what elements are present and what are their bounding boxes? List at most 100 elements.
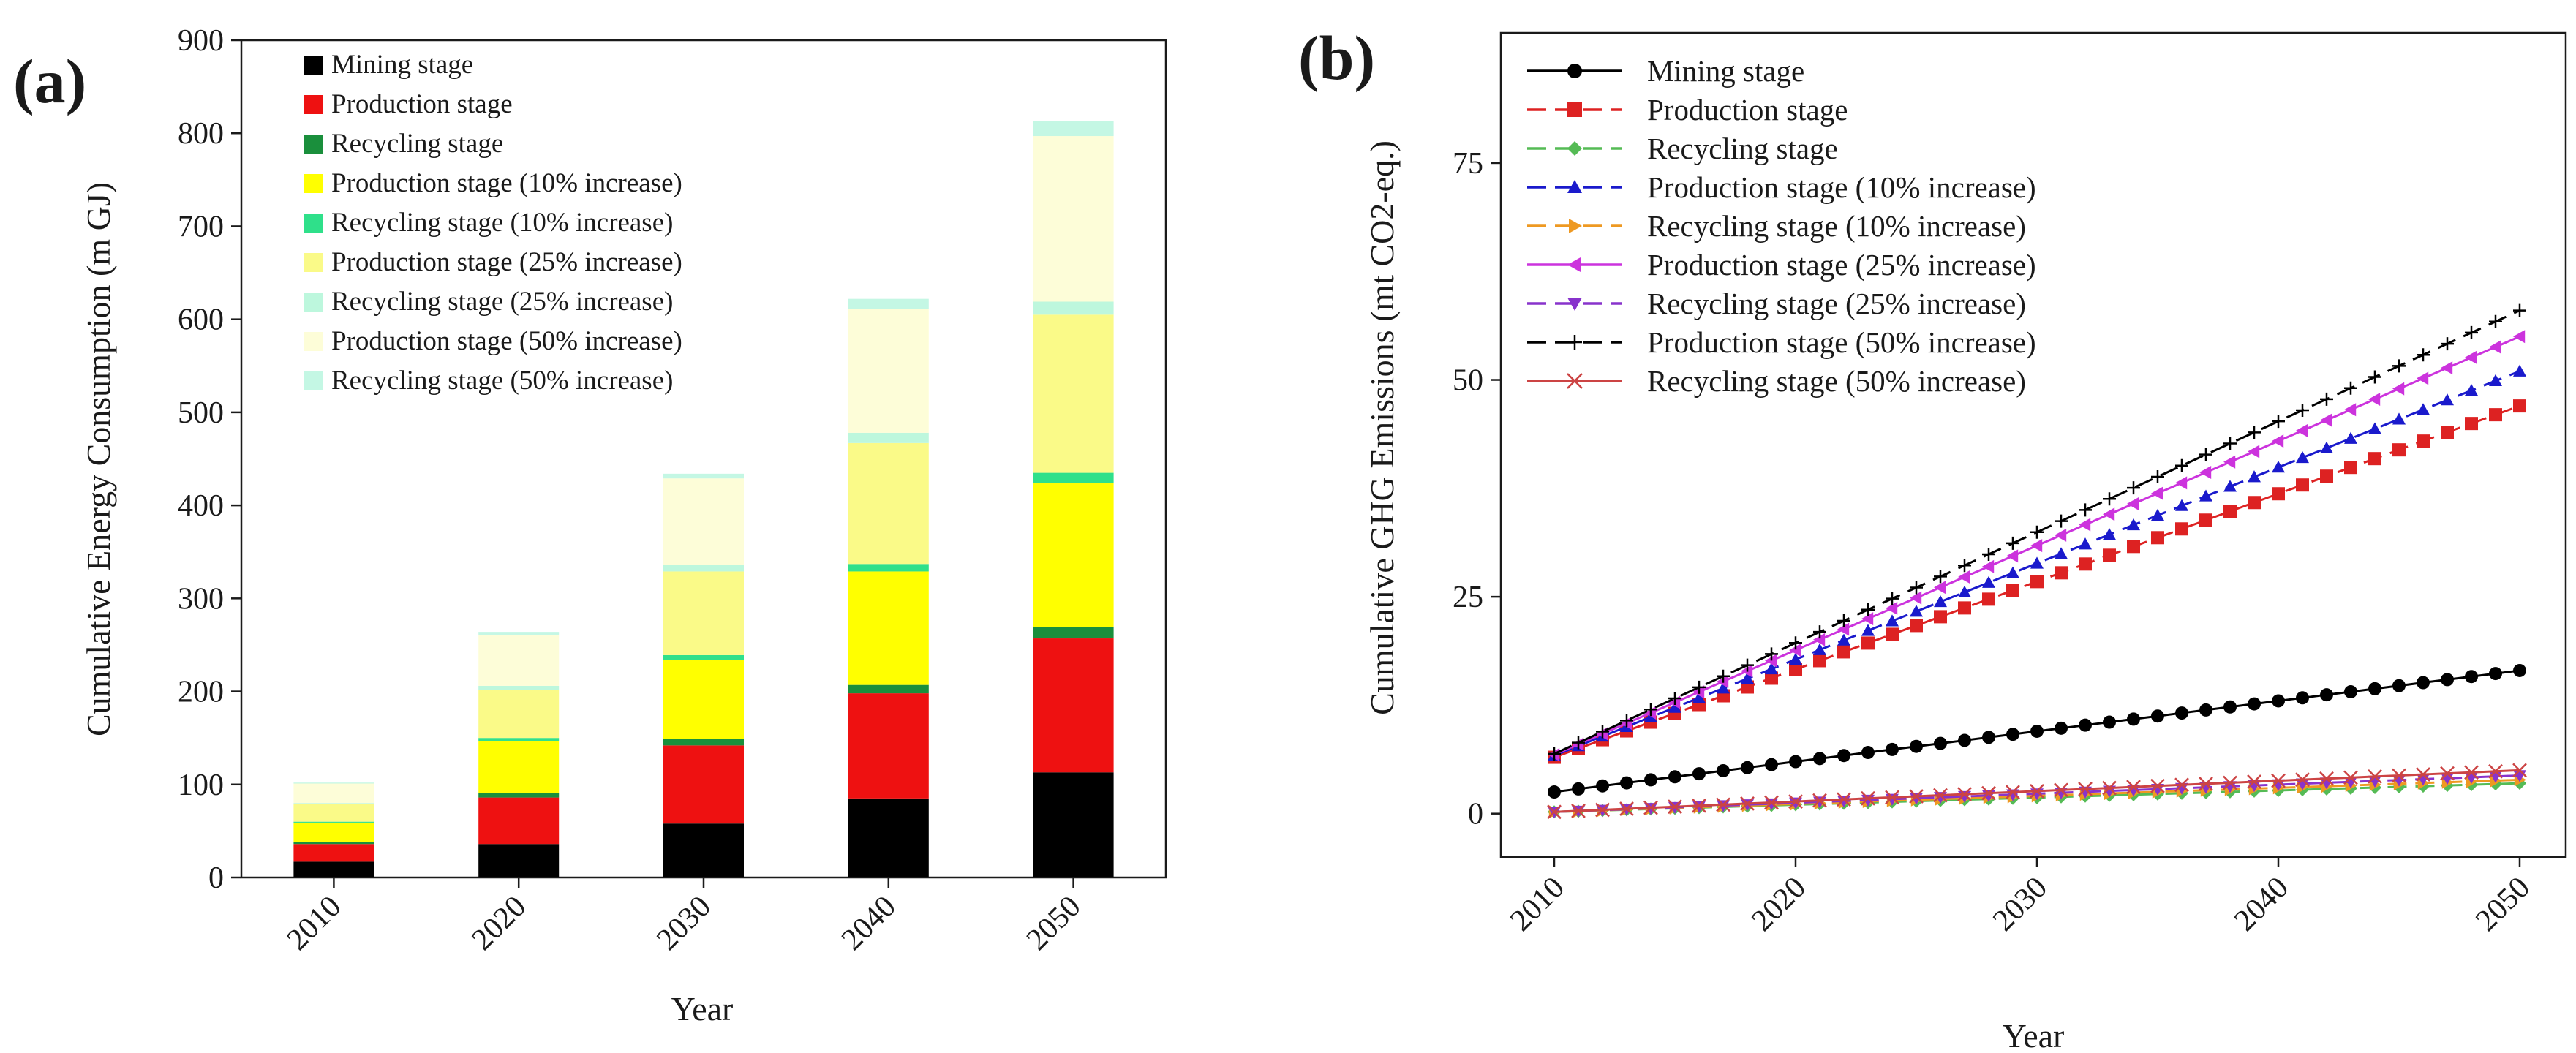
legend-swatch [304, 56, 323, 75]
legend-label: Production stage (50% increase) [331, 326, 682, 356]
point [2175, 522, 2188, 536]
panel-a-y-tick-label: 800 [178, 117, 224, 151]
bar-segment [1033, 472, 1114, 483]
legend-item: Production stage (10% increase) [1527, 170, 2036, 204]
point [1813, 643, 1826, 655]
bar-segment [293, 822, 374, 842]
series-line [1547, 763, 2527, 820]
point [2079, 557, 2092, 571]
point [2174, 777, 2189, 793]
panel-b-plot-frame [1499, 31, 2567, 858]
panel-b-label: (b) [1298, 23, 1375, 93]
bar-segment [1033, 314, 1114, 473]
point [2320, 413, 2332, 427]
point [2006, 536, 2019, 550]
point [1813, 625, 1826, 639]
point [1789, 652, 1802, 665]
point [1741, 799, 1754, 812]
legend-swatch [304, 292, 323, 312]
point [2489, 374, 2502, 387]
point [2006, 584, 2019, 597]
point [2417, 676, 2430, 690]
point [1643, 800, 1658, 815]
point [1837, 749, 1850, 763]
point [1571, 804, 1586, 818]
point [2103, 528, 2116, 540]
legend-item: Recycling stage (10% increase) [304, 208, 673, 238]
point [2030, 525, 2044, 539]
point [1567, 257, 1581, 272]
legend-label: Recycling stage (50% increase) [1647, 364, 2026, 398]
bar-segment [1033, 638, 1114, 773]
bar-segment [1033, 627, 1114, 639]
point [2055, 528, 2067, 542]
point [2272, 694, 2285, 708]
bar-segment [293, 803, 374, 804]
point [2247, 774, 2261, 789]
legend-label: Recycling stage [331, 129, 503, 159]
point [2513, 364, 2526, 377]
point [2368, 682, 2381, 695]
point [1717, 669, 1730, 683]
point [1909, 789, 1924, 804]
bar-segment [848, 693, 929, 799]
point [2199, 513, 2212, 527]
point [2417, 434, 2430, 448]
point [1741, 672, 1754, 684]
panel-a-y-tick-label: 600 [178, 303, 224, 337]
point [1934, 736, 1947, 750]
point [2199, 776, 2213, 791]
series-line [1548, 364, 2526, 761]
point [2055, 566, 2068, 580]
point [2223, 480, 2237, 492]
legend-label: Recycling stage (50% increase) [331, 366, 673, 396]
point [1740, 796, 1755, 811]
point [1886, 592, 1899, 605]
bar-segment [848, 571, 929, 685]
point [1910, 739, 1923, 753]
legend-item: Recycling stage (50% increase) [1527, 364, 2026, 398]
point [2489, 314, 2502, 328]
panel-a-y-ticks: 0 100 200 300 400 500 600 700 800 900 [178, 24, 241, 895]
point [2296, 450, 2309, 464]
point [1547, 804, 1562, 820]
point [2223, 775, 2237, 790]
point [1982, 731, 1995, 744]
point [2223, 455, 2236, 469]
point [2127, 712, 2140, 726]
bar-segment [663, 745, 744, 824]
point [2272, 487, 2285, 501]
point [2272, 461, 2285, 473]
point [1716, 797, 1730, 812]
point [1668, 799, 1682, 815]
bar-segment [478, 634, 560, 686]
point [2513, 399, 2526, 413]
panel-a-y-axis-title: Cumulative Energy Consumption (m GJ) [80, 182, 117, 736]
point [2416, 767, 2430, 782]
point [1548, 747, 1561, 760]
point [1958, 570, 1970, 584]
point [2392, 768, 2406, 783]
legend-swatch [304, 253, 323, 272]
point [2465, 383, 2478, 396]
panel-a-y-tick-label: 400 [178, 489, 224, 523]
point [2489, 667, 2502, 681]
point [1620, 776, 1633, 790]
point [2296, 404, 2309, 418]
panel-b-y-tick-label: 0 [1468, 798, 1483, 831]
point [1692, 798, 1706, 813]
point [2489, 408, 2502, 422]
point [1861, 636, 1875, 650]
point [2512, 763, 2527, 778]
point [1982, 592, 1995, 606]
point [1789, 663, 1802, 676]
bar-segment [478, 740, 560, 793]
point [1958, 585, 1971, 598]
point [1910, 581, 1923, 595]
legend-label: Production stage (25% increase) [1647, 248, 2036, 282]
point [2464, 765, 2479, 780]
point [2441, 337, 2454, 351]
point [2223, 781, 2237, 793]
